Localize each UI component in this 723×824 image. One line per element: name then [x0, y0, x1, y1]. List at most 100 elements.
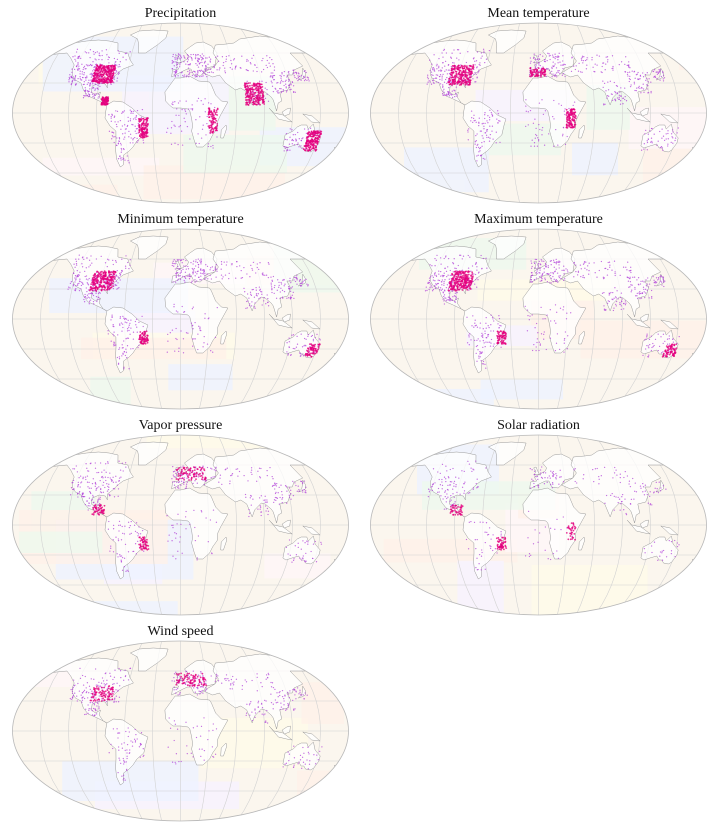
station-dot: [126, 352, 127, 353]
station-dot: [91, 74, 92, 75]
station-dot: [644, 339, 645, 340]
station-dot: [432, 69, 433, 70]
station-dot: [531, 275, 532, 276]
station-dot: [313, 350, 315, 352]
station-dot: [610, 81, 611, 82]
station-dot: [525, 105, 526, 106]
station-dot: [289, 137, 290, 138]
station-dot: [663, 78, 664, 79]
station-dot: [559, 53, 560, 54]
station-dot: [458, 69, 460, 71]
station-dot: [74, 55, 75, 56]
station-dot: [661, 352, 662, 353]
station-dot: [96, 290, 98, 292]
station-dot: [638, 79, 639, 80]
station-dot: [108, 114, 109, 115]
station-dot: [427, 81, 428, 82]
station-dot: [605, 69, 606, 70]
station-dot: [85, 77, 86, 78]
station-dot: [566, 109, 568, 111]
station-dot: [310, 128, 311, 129]
station-dot: [653, 76, 654, 77]
station-dot: [177, 280, 178, 281]
station-dot: [119, 356, 120, 357]
station-dot: [431, 84, 432, 85]
station-dot: [234, 58, 235, 59]
station-dot: [88, 296, 89, 297]
station-dot: [259, 286, 260, 287]
station-dot: [530, 146, 531, 147]
station-dot: [532, 314, 533, 315]
station-dot: [111, 341, 112, 342]
station-dot: [224, 67, 225, 68]
station-dot: [554, 320, 555, 321]
station-dot: [427, 77, 428, 78]
station-dot: [563, 73, 564, 74]
station-dot: [89, 85, 90, 86]
station-dot: [619, 91, 620, 92]
station-dot: [298, 79, 299, 80]
station-dot: [537, 269, 538, 270]
station-dot: [192, 281, 193, 282]
station-dot: [628, 277, 629, 278]
station-dot: [534, 267, 535, 268]
station-dot: [98, 272, 100, 274]
station-dot: [480, 57, 481, 58]
station-dot: [654, 282, 655, 283]
station-dot: [187, 61, 188, 62]
station-dot: [543, 114, 544, 115]
station-dot: [124, 351, 125, 352]
station-dot: [196, 143, 197, 144]
map-body: [8, 20, 353, 206]
station-dot: [79, 279, 80, 280]
station-dot: [478, 155, 479, 156]
station-dot: [231, 264, 232, 265]
station-dot: [83, 69, 84, 70]
station-dot: [458, 265, 459, 266]
station-dot: [287, 150, 288, 151]
station-dot: [287, 147, 288, 148]
station-dot: [648, 286, 649, 287]
station-dot: [75, 288, 76, 289]
station-dot: [471, 110, 472, 111]
station-dot: [122, 111, 123, 112]
station-dot: [130, 319, 131, 320]
station-dot: [627, 75, 628, 76]
station-dot: [638, 284, 639, 285]
station-dot: [69, 77, 70, 78]
station-dot: [192, 108, 193, 109]
station-dot: [199, 116, 200, 117]
station-dot: [645, 348, 646, 349]
station-dot: [663, 280, 664, 281]
station-dot: [481, 268, 482, 269]
station-dot: [458, 59, 459, 60]
station-dot: [171, 127, 172, 128]
station-dot: [95, 52, 96, 53]
station-dot: [541, 277, 542, 278]
station-dot: [247, 82, 249, 84]
station-dot: [563, 351, 564, 352]
station-dot: [480, 255, 481, 256]
station-dot: [175, 115, 176, 116]
station-dot: [251, 268, 252, 269]
station-dot: [481, 360, 482, 361]
station-dot: [648, 78, 649, 79]
station-dot: [98, 286, 100, 288]
station-dot: [630, 272, 631, 273]
station-dot: [555, 323, 556, 324]
station-dot: [271, 286, 272, 287]
station-dot: [441, 70, 442, 71]
station-dot: [127, 126, 128, 127]
station-dot: [538, 263, 539, 264]
station-dot: [315, 135, 317, 137]
station-dot: [446, 77, 447, 78]
station-dot: [223, 62, 224, 63]
station-dot: [172, 60, 173, 61]
station-dot: [177, 75, 178, 76]
station-dot: [438, 58, 439, 59]
station-dot: [175, 281, 176, 282]
station-dot: [318, 135, 320, 137]
station-dot: [93, 279, 95, 281]
station-dot: [478, 338, 479, 339]
station-dot: [143, 142, 144, 143]
